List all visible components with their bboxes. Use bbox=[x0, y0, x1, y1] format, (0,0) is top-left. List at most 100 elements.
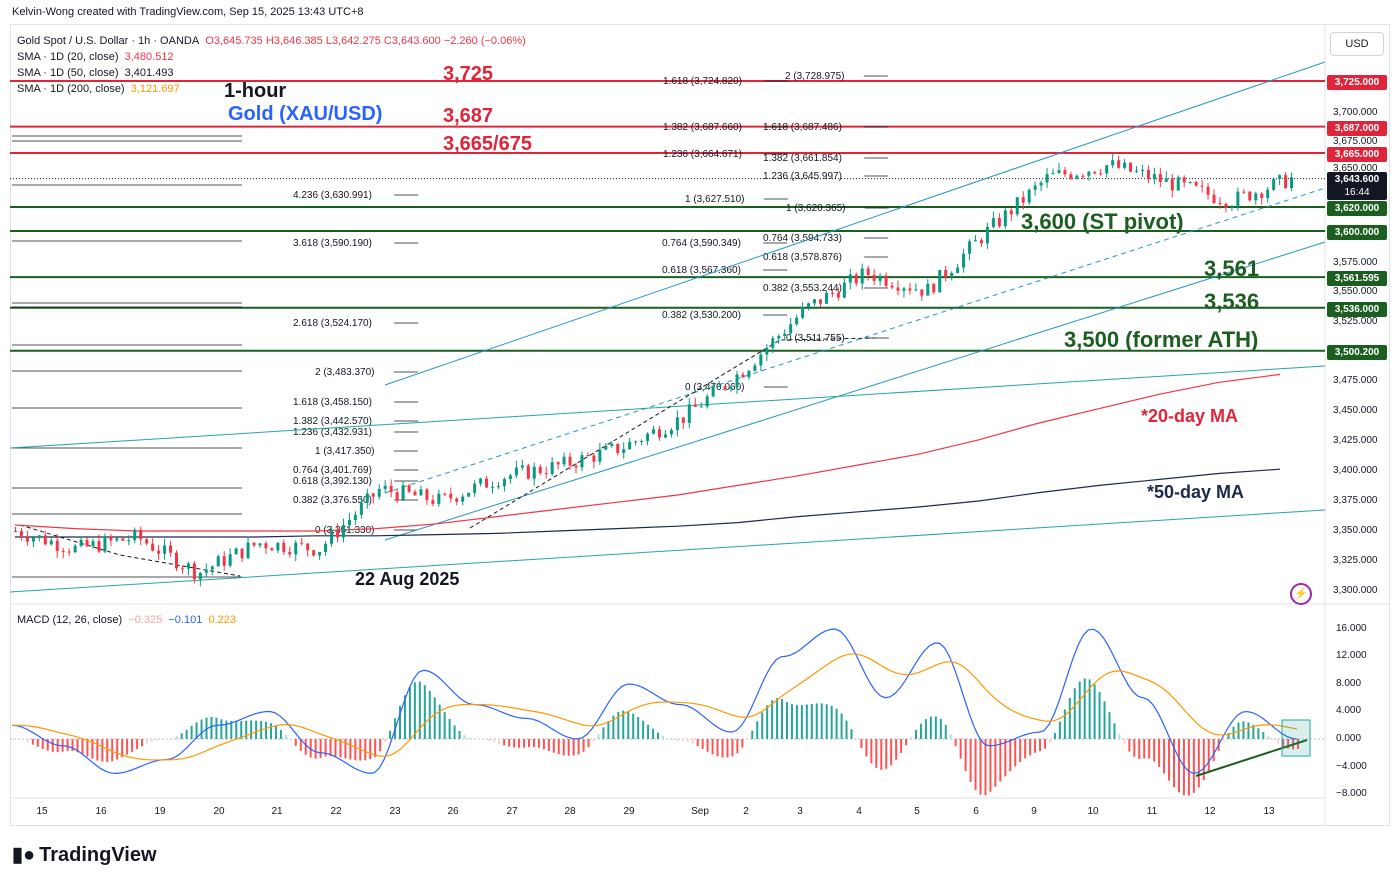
candle-body bbox=[1087, 171, 1091, 176]
dashed-swing-line bbox=[19, 524, 241, 577]
macd-histogram-bar bbox=[294, 739, 297, 746]
candle-body bbox=[574, 465, 578, 468]
macd-histogram-bar bbox=[910, 737, 913, 739]
macd-histogram-bar bbox=[1014, 739, 1017, 767]
candle-body bbox=[1021, 197, 1025, 203]
macd-histogram-bar bbox=[1153, 739, 1156, 762]
macd-histogram-bar bbox=[185, 729, 188, 739]
macd-histogram-bar bbox=[840, 713, 843, 739]
candle-body bbox=[1200, 185, 1204, 187]
candle-body bbox=[353, 514, 357, 520]
macd-histogram-bar bbox=[190, 725, 193, 739]
candle-body bbox=[192, 563, 196, 580]
candle-body bbox=[836, 293, 840, 298]
price-tag-3687: 3,687.000 bbox=[1327, 121, 1387, 136]
candle-body bbox=[449, 493, 453, 499]
candle-body bbox=[1009, 210, 1013, 215]
macd-histogram-bar bbox=[458, 730, 461, 739]
candle-body bbox=[848, 274, 852, 283]
price-tag-3500: 3,500.200 bbox=[1327, 345, 1387, 360]
macd-histogram-bar bbox=[637, 717, 640, 739]
macd-y-tick: −8.000 bbox=[1336, 788, 1367, 799]
macd-histogram-bar bbox=[1118, 734, 1121, 739]
candle-body bbox=[1290, 177, 1294, 189]
macd-histogram-bar bbox=[91, 739, 94, 759]
macd-histogram-bar bbox=[304, 739, 307, 755]
sma200-value: 3,121.697 bbox=[130, 83, 180, 95]
macd-histogram-bar bbox=[969, 739, 972, 782]
macd-histogram-bar bbox=[453, 725, 456, 739]
ohlc-values: O3,645.735 H3,646.385 L3,642.275 C3,643.… bbox=[205, 35, 526, 47]
macd-histogram-bar bbox=[642, 720, 645, 739]
candle-body bbox=[115, 538, 119, 541]
macd-histogram-bar bbox=[592, 739, 595, 742]
macd-histogram-bar bbox=[1034, 739, 1037, 753]
candle-body bbox=[19, 531, 23, 538]
macd-histogram-bar bbox=[131, 739, 134, 752]
candle-body bbox=[85, 539, 89, 547]
x-tick: 11 bbox=[1146, 806, 1158, 817]
tradingview-logo[interactable]: ▮● TradingView bbox=[12, 842, 157, 867]
macd-histogram-bar bbox=[1212, 739, 1215, 762]
currency-selector[interactable]: USD bbox=[1330, 32, 1384, 56]
x-tick: 6 bbox=[973, 806, 979, 817]
macd-signal-line bbox=[11, 653, 1298, 761]
macd-histogram-bar bbox=[106, 739, 109, 762]
macd-histogram-bar bbox=[1044, 739, 1046, 749]
macd-histogram-bar bbox=[21, 739, 24, 741]
candle-body bbox=[944, 270, 948, 278]
macd-histogram-bar bbox=[1058, 721, 1061, 739]
macd-histogram-bar bbox=[12, 739, 14, 740]
macd-histogram-bar bbox=[1039, 739, 1042, 752]
macd-histogram-bar bbox=[319, 739, 322, 758]
sma20-label[interactable]: SMA · 1D (20, close) bbox=[17, 51, 119, 63]
macd-histogram-bar bbox=[488, 739, 491, 742]
symbol-title[interactable]: Gold Spot / U.S. Dollar · 1h · OANDA bbox=[17, 35, 200, 47]
macd-histogram-bar bbox=[200, 719, 203, 739]
macd-histogram-bar bbox=[309, 739, 312, 758]
candle-body bbox=[186, 563, 190, 569]
candle-body bbox=[1176, 177, 1180, 191]
candle-body bbox=[294, 542, 298, 555]
candle-body bbox=[228, 554, 232, 566]
price-tag-3620: 3,620.000 bbox=[1327, 201, 1387, 216]
macd-histogram-bar bbox=[1227, 733, 1230, 739]
candle-body bbox=[1117, 160, 1121, 168]
sma50-label[interactable]: SMA · 1D (50, close) bbox=[17, 67, 119, 79]
candle-body bbox=[216, 556, 220, 567]
macd-histogram-bar bbox=[523, 739, 526, 748]
lightning-icon[interactable]: ⚡ bbox=[1290, 583, 1312, 605]
macd-histogram-bar bbox=[1197, 739, 1200, 788]
fib-level-label: 0.764 (3,401.769) bbox=[293, 465, 372, 476]
candle-body bbox=[121, 538, 125, 541]
candle-body bbox=[389, 485, 393, 493]
y-tick: 3,325.000 bbox=[1333, 555, 1378, 566]
candle-body bbox=[520, 465, 524, 468]
candle-body bbox=[872, 275, 876, 281]
candle-body bbox=[920, 289, 924, 296]
candle-body bbox=[496, 486, 500, 488]
timeframe-annotation: 1-hour bbox=[224, 80, 287, 102]
candle-body bbox=[902, 288, 906, 291]
sma200-label[interactable]: SMA · 1D (200, close) bbox=[17, 83, 125, 95]
macd-histogram-bar bbox=[622, 710, 625, 739]
macd-histogram-bar bbox=[1138, 739, 1141, 760]
candle-body bbox=[43, 535, 47, 545]
macd-label[interactable]: MACD (12, 26, close) bbox=[17, 614, 123, 626]
macd-histogram-bar bbox=[170, 738, 173, 739]
candle-body bbox=[699, 406, 703, 408]
macd-histogram-bar bbox=[403, 695, 406, 739]
macd-histogram-bar bbox=[915, 729, 917, 739]
candle-body bbox=[884, 275, 888, 286]
candle-body bbox=[628, 441, 632, 450]
candle-body bbox=[932, 283, 936, 293]
macd-histogram-bar bbox=[1148, 739, 1151, 759]
macd-histogram-bar bbox=[413, 682, 416, 739]
macd-histogram-bar bbox=[1297, 739, 1300, 749]
candle-body bbox=[705, 396, 709, 407]
macd-histogram-bar bbox=[1222, 739, 1225, 742]
candle-body bbox=[896, 287, 900, 291]
fib-level-label: 1.382 (3,661.854) bbox=[763, 153, 842, 164]
candle-body bbox=[306, 543, 310, 551]
